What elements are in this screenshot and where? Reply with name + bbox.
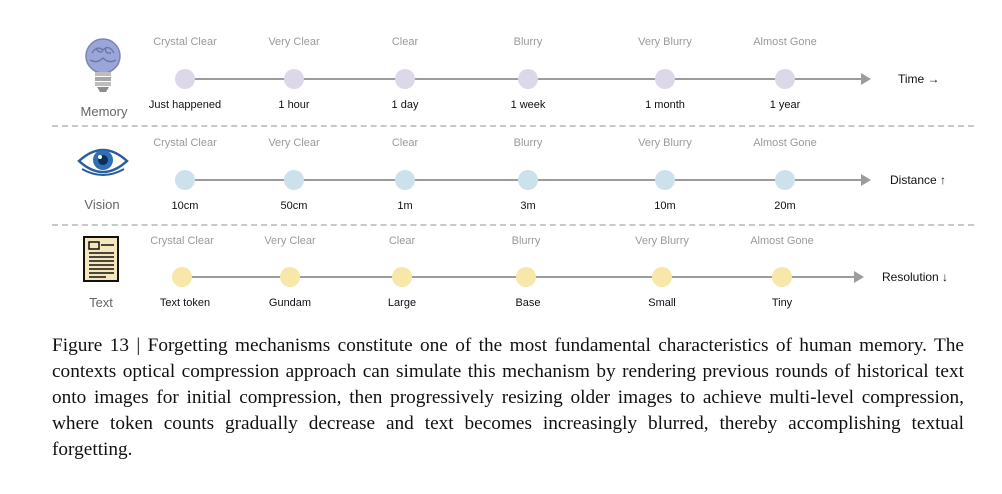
tick-label: 3m	[520, 200, 536, 212]
tick-label: 1 hour	[278, 99, 310, 111]
clarity-dot	[175, 170, 195, 190]
clarity-dot	[655, 170, 675, 190]
tick-label: Tiny	[771, 297, 793, 309]
clarity-label: Clear	[391, 137, 419, 149]
tick-label: 1 year	[769, 99, 801, 111]
clarity-label: Very Blurry	[638, 36, 692, 48]
tick-label: Large	[387, 297, 417, 309]
clarity-label: Very Blurry	[635, 235, 689, 247]
axis-label-time: Time →	[898, 72, 940, 86]
tick-label: Gundam	[268, 297, 312, 309]
clarity-dot	[518, 170, 538, 190]
tick-label: Just happened	[148, 99, 222, 111]
tick-label: 1m	[397, 200, 413, 212]
tick-label: Small	[648, 297, 676, 309]
clarity-label: Crystal Clear	[153, 137, 217, 149]
tick-label: 50cm	[280, 200, 308, 212]
clarity-dot	[516, 267, 536, 287]
clarity-dot	[392, 267, 412, 287]
clarity-label: Blurry	[513, 36, 543, 48]
clarity-dot	[172, 267, 192, 287]
row-divider	[52, 125, 974, 127]
tick-label: 1 day	[391, 99, 419, 111]
clarity-label: Clear	[391, 36, 419, 48]
figure-caption: Figure 13 | Forgetting mechanisms consti…	[52, 335, 964, 460]
row-memory: Memory Crystal Clear Very Clear Clear Bl…	[0, 36, 1002, 131]
clarity-label: Blurry	[511, 235, 541, 247]
forgetting-figure: Memory Crystal Clear Very Clear Clear Bl…	[0, 36, 1002, 330]
clarity-dot	[772, 267, 792, 287]
row-label-text: Text	[89, 295, 113, 310]
axis-arrow	[854, 271, 864, 283]
clarity-label: Almost Gone	[753, 36, 817, 48]
tick-label: 1 week	[510, 99, 546, 111]
tick-label: Text token	[159, 297, 211, 309]
clarity-label: Crystal Clear	[153, 36, 217, 48]
document-icon	[82, 235, 122, 285]
clarity-label: Very Clear	[264, 235, 316, 247]
clarity-dot	[652, 267, 672, 287]
axis-label-resolution: Resolution ↓	[882, 270, 949, 284]
clarity-dot	[395, 69, 415, 89]
row-divider	[52, 224, 974, 226]
clarity-dot	[175, 69, 195, 89]
clarity-dot	[518, 69, 538, 89]
row-text: Text Crystal Clear Very Clear Clear Blur…	[0, 235, 1002, 330]
axis-label-distance: Distance ↑	[890, 173, 947, 187]
tick-label: Base	[515, 297, 541, 309]
clarity-dot	[284, 69, 304, 89]
clarity-dot	[395, 170, 415, 190]
clarity-label: Blurry	[513, 137, 543, 149]
clarity-dot	[775, 69, 795, 89]
row-vision: Vision Crystal Clear Very Clear Clear Bl…	[0, 137, 1002, 232]
tick-label: 10m	[654, 200, 676, 212]
axis-arrow	[861, 174, 871, 186]
tick-label: 20m	[774, 200, 796, 212]
tick-label: 1 month	[645, 99, 685, 111]
clarity-dot	[655, 69, 675, 89]
clarity-label: Almost Gone	[750, 235, 814, 247]
clarity-dot	[775, 170, 795, 190]
clarity-label: Very Clear	[268, 137, 320, 149]
clarity-label: Almost Gone	[753, 137, 817, 149]
clarity-dot	[280, 267, 300, 287]
clarity-label: Crystal Clear	[150, 235, 214, 247]
row-label-vision: Vision	[84, 197, 120, 212]
brain-lightbulb-icon	[78, 36, 128, 96]
tick-label: 10cm	[171, 200, 199, 212]
row-label-memory: Memory	[80, 104, 128, 119]
eye-icon	[76, 141, 130, 181]
clarity-dot	[284, 170, 304, 190]
clarity-label: Very Blurry	[638, 137, 692, 149]
clarity-label: Clear	[388, 235, 416, 247]
clarity-label: Very Clear	[268, 36, 320, 48]
axis-arrow	[861, 73, 871, 85]
